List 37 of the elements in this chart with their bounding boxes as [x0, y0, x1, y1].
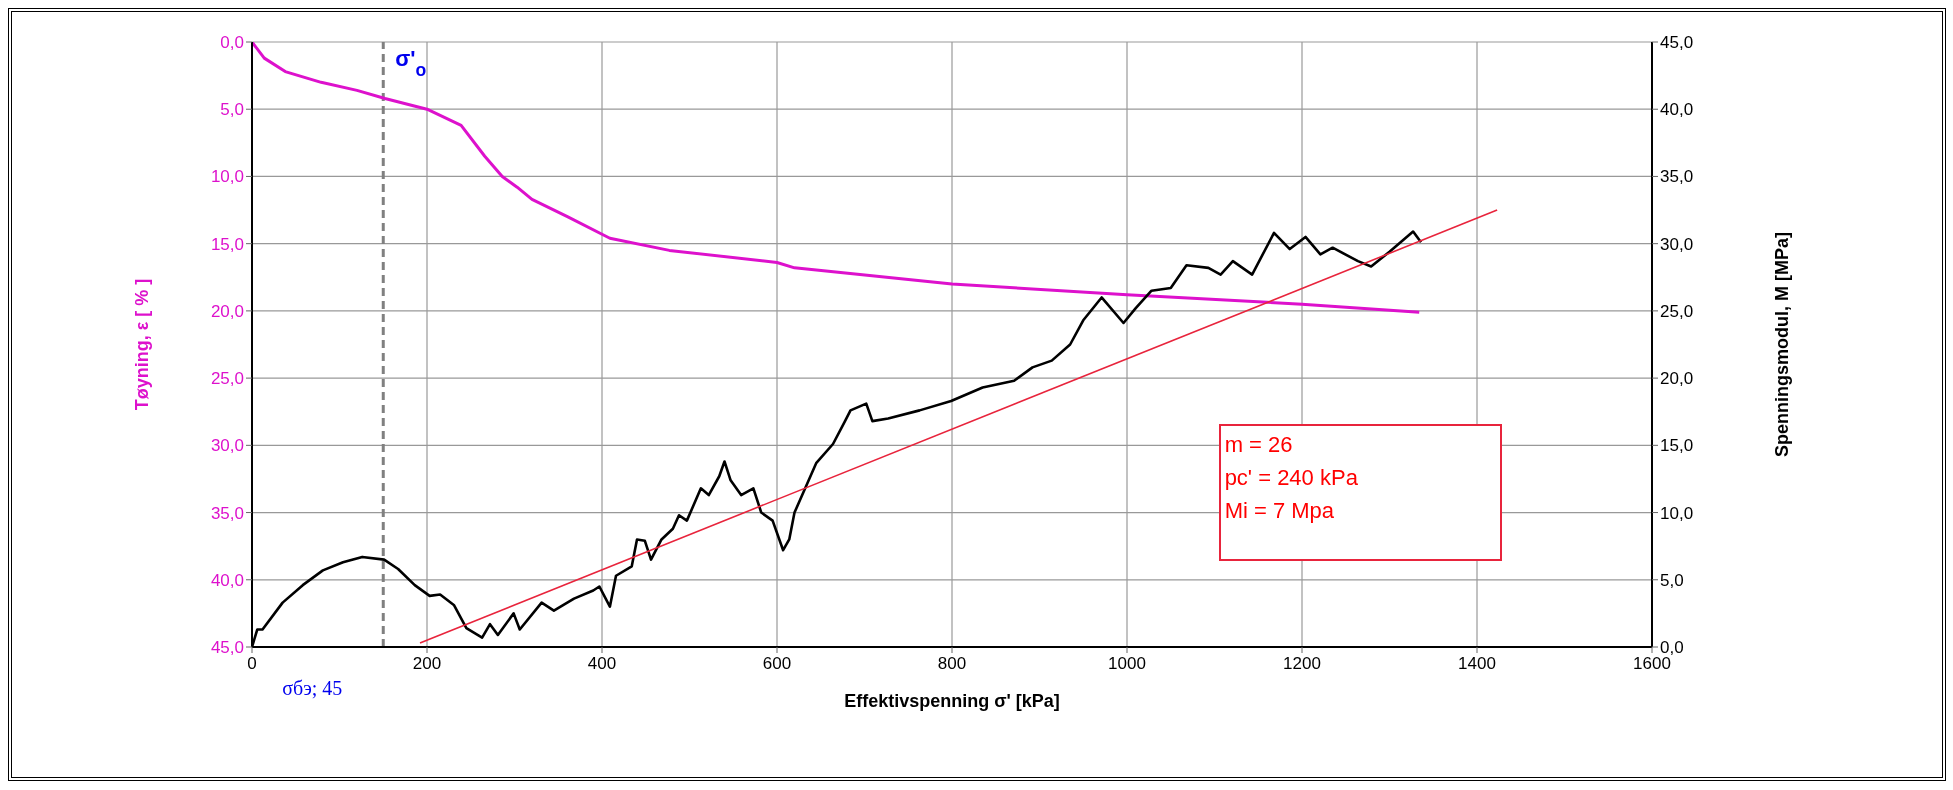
- y2-axis-title: Spenningsmodul, M [MPa]: [1772, 232, 1793, 457]
- y2-tick-label: 35,0: [1660, 167, 1694, 187]
- x-tick-label: 800: [937, 654, 967, 673]
- y-axis-title: Tøyning, ε [ % ]: [132, 278, 153, 411]
- y2-tick-label: 25,0: [1660, 301, 1694, 321]
- x-tick-label: 1200: [1283, 654, 1321, 673]
- y-tick-label: 45,0: [210, 638, 244, 658]
- y2-tick-label: 45,0: [1660, 33, 1694, 53]
- x-tick-label: 400: [587, 654, 617, 673]
- annotation: Mi = 7 Mpa: [1224, 498, 1335, 524]
- y2-tick-label: 15,0: [1660, 436, 1694, 456]
- y-tick-label: 20,0: [210, 301, 244, 321]
- y2-tick-label: 30,0: [1660, 234, 1694, 254]
- y-tick-label: 15,0: [210, 234, 244, 254]
- x-tick-label: 0: [247, 654, 257, 673]
- y-tick-label: 35,0: [210, 503, 244, 523]
- x-tick-label: 1400: [1458, 654, 1496, 673]
- annotation: pc' = 240 kPa: [1224, 465, 1358, 491]
- annotation: m = 26: [1224, 432, 1293, 458]
- x-tick-label: 200: [412, 654, 442, 673]
- y2-tick-label: 20,0: [1660, 369, 1694, 389]
- y-tick-label: 10,0: [210, 167, 244, 187]
- y-tick-label: 5,0: [220, 100, 244, 120]
- text: σбэ; 45: [282, 677, 343, 699]
- line-series: [252, 42, 1421, 314]
- x-tick-label: 1000: [1108, 654, 1146, 673]
- x-axis-title: Effektivspenning σ' [kPa]: [844, 691, 1060, 711]
- y-tick-label: 0,0: [220, 33, 244, 53]
- y-tick-label: 30,0: [210, 436, 244, 456]
- ref-line-label: σ'$_{o}$: [395, 46, 427, 80]
- y2-tick-label: 40,0: [1660, 100, 1694, 120]
- y2-tick-label: 5,0: [1660, 570, 1684, 590]
- y2-tick-label: 10,0: [1660, 503, 1694, 523]
- x-tick-label: 600: [762, 654, 792, 673]
- y-tick-label: 40,0: [210, 570, 244, 590]
- y-tick-label: 25,0: [210, 369, 244, 389]
- parameter-box: m = 26 pc' = 240 kPa Mi = 7 Mpa: [1218, 424, 1503, 561]
